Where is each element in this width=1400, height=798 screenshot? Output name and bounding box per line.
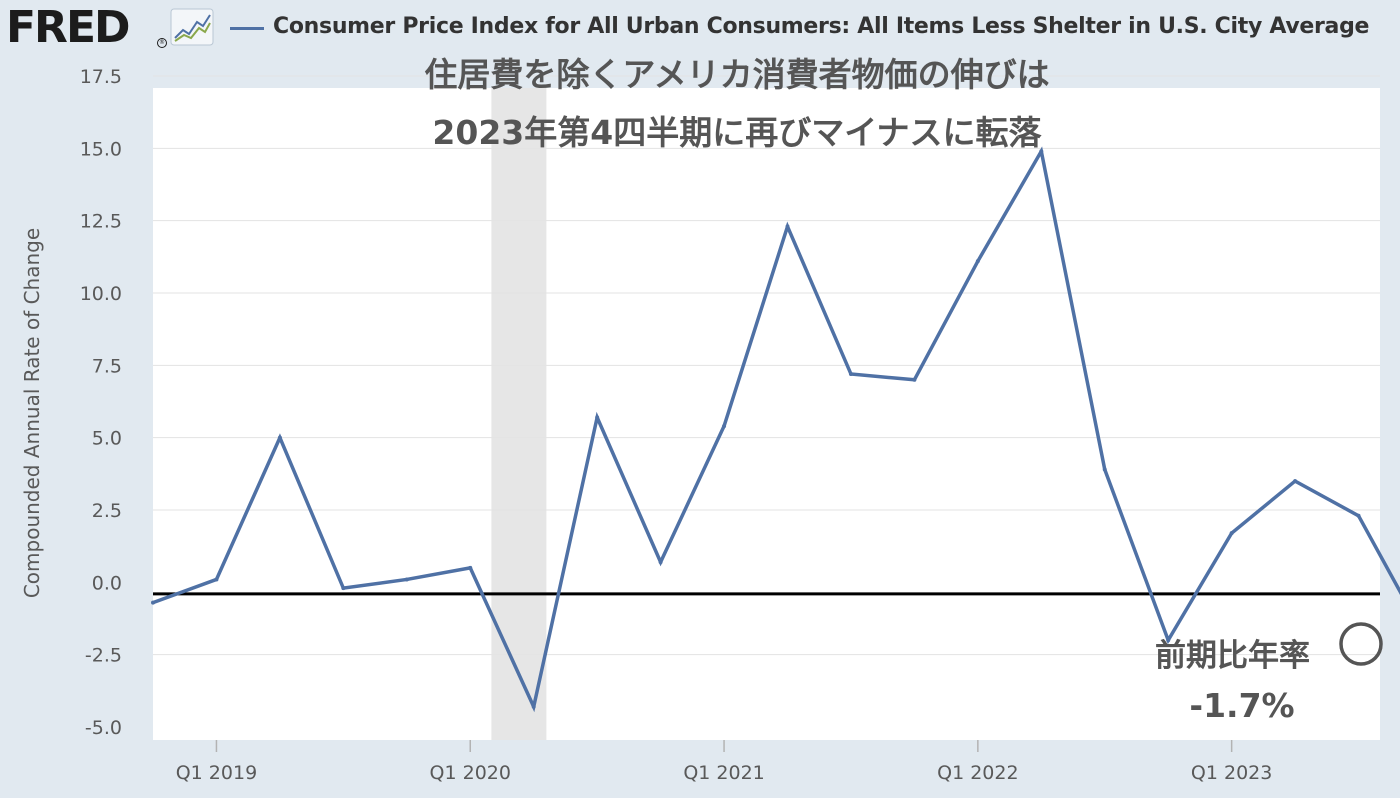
data-point[interactable] (975, 259, 980, 264)
y-tick-label: 12.5 (80, 211, 122, 233)
data-point[interactable] (404, 577, 409, 582)
fred-logo[interactable]: FRED (6, 2, 131, 53)
y-tick-label: 0.0 (92, 572, 122, 594)
data-point[interactable] (1293, 479, 1298, 484)
data-point[interactable] (468, 565, 473, 570)
recession-shading (491, 88, 547, 740)
plot-background (153, 88, 1380, 740)
data-point[interactable] (277, 435, 282, 440)
x-tick-label: Q1 2022 (937, 762, 1018, 784)
x-axis-ticks: Q1 2019 Q1 2020 Q1 2021 Q1 2022 Q1 2023 (176, 740, 1272, 784)
y-tick-label: 17.5 (80, 66, 122, 88)
data-point[interactable] (151, 600, 155, 605)
y-tick-label: 10.0 (80, 283, 122, 305)
headline-annotation: 住居費を除くアメリカ消費者物価の伸びは 2023年第4四半期に再びマイナスに転落 (424, 46, 1049, 162)
series-title[interactable]: Consumer Price Index for All Urban Consu… (273, 14, 1370, 39)
series-points (151, 149, 1361, 709)
x-tick-label: Q1 2019 (176, 762, 257, 784)
y-tick-label: 5.0 (92, 428, 122, 450)
data-point[interactable] (1166, 638, 1171, 643)
data-point[interactable] (785, 224, 790, 229)
rate-value-annotation: -1.7% (1189, 686, 1295, 725)
data-point[interactable] (595, 415, 600, 420)
data-point[interactable] (848, 372, 853, 377)
data-point[interactable] (214, 577, 219, 582)
legend-series-swatch (230, 27, 264, 30)
y-tick-label: 15.0 (80, 138, 122, 160)
headline-line-1: 住居費を除くアメリカ消費者物価の伸びは (424, 55, 1050, 94)
y-tick-label: 7.5 (92, 355, 122, 377)
y-tick-label: 2.5 (92, 500, 122, 522)
y-tick-label: -2.5 (85, 645, 122, 667)
x-tick-label: Q1 2020 (430, 762, 511, 784)
gridlines (153, 75, 1380, 656)
data-point[interactable] (658, 560, 663, 565)
data-point[interactable] (1229, 531, 1234, 536)
data-point[interactable] (722, 424, 727, 429)
x-tick-label: Q1 2021 (683, 762, 764, 784)
x-tick-label: Q1 2023 (1191, 762, 1272, 784)
y-axis-ticks: -5.0 -2.5 0.0 2.5 5.0 7.5 10.0 12.5 15.0 17.5 (80, 66, 122, 739)
data-point[interactable] (1039, 149, 1044, 154)
line-chart-icon (170, 8, 214, 46)
data-point[interactable] (341, 586, 346, 591)
data-point[interactable] (1102, 467, 1107, 472)
data-point[interactable] (1356, 513, 1361, 518)
y-axis-title: Compounded Annual Rate of Change (20, 227, 44, 599)
headline-line-2: 2023年第4四半期に再びマイナスに転落 (432, 113, 1042, 152)
highlight-circle (1339, 622, 1383, 666)
registered-mark: ® (157, 38, 167, 48)
rate-label-annotation: 前期比年率 (1155, 638, 1310, 674)
data-point[interactable] (531, 704, 536, 709)
data-point[interactable] (912, 377, 917, 382)
chart-header: FRED ® Consumer Price Index for All Urba… (0, 0, 1400, 56)
y-tick-label: -5.0 (85, 717, 122, 739)
